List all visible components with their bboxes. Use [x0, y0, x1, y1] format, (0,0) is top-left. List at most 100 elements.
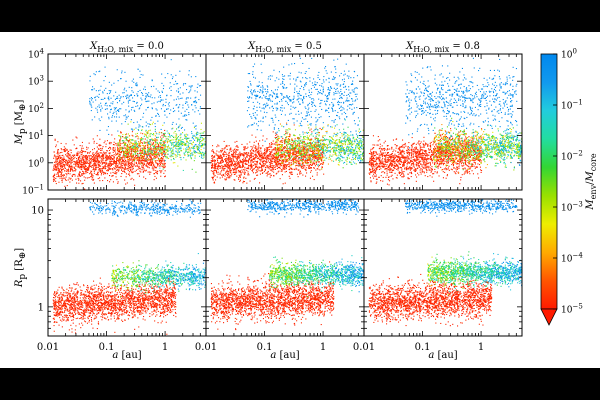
data-point [192, 135, 194, 137]
data-point [127, 163, 129, 165]
data-point [276, 158, 278, 160]
data-point [302, 174, 304, 176]
data-point [115, 166, 117, 168]
data-point [301, 165, 303, 167]
data-point [282, 161, 284, 163]
data-point [152, 145, 154, 147]
data-point [248, 164, 250, 166]
data-point [259, 155, 261, 157]
data-point [244, 170, 246, 172]
data-point [224, 164, 226, 166]
data-point [238, 178, 240, 180]
data-point [146, 156, 148, 158]
data-point [284, 156, 286, 158]
data-point [144, 149, 146, 151]
data-point [159, 170, 161, 172]
data-point [77, 159, 79, 161]
data-point [172, 150, 174, 152]
data-point [312, 150, 314, 152]
data-point [60, 162, 62, 164]
data-point [133, 109, 135, 111]
data-point [161, 149, 163, 151]
data-point [67, 159, 69, 161]
data-point [85, 165, 87, 167]
data-point [248, 162, 250, 164]
data-point [146, 155, 148, 157]
data-point [133, 157, 135, 159]
data-point [279, 162, 281, 164]
data-point [193, 134, 195, 136]
data-point [278, 144, 280, 146]
data-point [164, 141, 166, 143]
data-point [70, 149, 72, 151]
data-point [214, 166, 216, 168]
data-point [188, 106, 190, 108]
data-point [248, 174, 250, 176]
data-point [240, 153, 242, 155]
data-point [317, 156, 319, 158]
data-point [155, 154, 157, 156]
data-point [231, 173, 233, 175]
data-point [58, 181, 60, 183]
data-point [104, 160, 106, 162]
data-point [235, 163, 237, 165]
data-point [123, 171, 125, 173]
data-point [162, 153, 164, 155]
data-point [128, 147, 130, 149]
data-point [63, 165, 65, 167]
data-point [227, 171, 229, 173]
data-point [169, 82, 171, 84]
data-point [123, 161, 125, 163]
data-point [283, 148, 285, 150]
data-point [330, 150, 332, 152]
data-point [299, 164, 301, 166]
data-point [98, 93, 100, 95]
data-point [266, 148, 268, 150]
data-point [247, 154, 249, 156]
data-point [150, 124, 152, 126]
data-point [124, 155, 126, 157]
data-point [188, 151, 190, 153]
data-point [53, 169, 55, 171]
data-point [119, 153, 121, 155]
data-point [93, 88, 95, 90]
data-point [309, 146, 311, 148]
data-point [320, 163, 322, 165]
data-point [252, 170, 254, 172]
data-point [120, 150, 122, 152]
data-point [82, 173, 84, 175]
data-point [297, 148, 299, 150]
data-point [314, 149, 316, 151]
data-point [150, 162, 152, 164]
data-point [245, 152, 247, 154]
data-point [79, 166, 81, 168]
data-point [163, 142, 165, 144]
data-point [153, 164, 155, 166]
data-point [126, 168, 128, 170]
data-point [266, 175, 268, 177]
data-point [194, 125, 196, 127]
data-point [262, 158, 264, 160]
data-point [147, 106, 149, 108]
data-point [155, 108, 157, 110]
data-point [66, 170, 68, 172]
data-point [203, 153, 205, 155]
data-point [150, 160, 152, 162]
data-point [343, 149, 345, 151]
data-point [157, 146, 159, 148]
data-point [117, 166, 119, 168]
data-point [178, 98, 180, 100]
data-point [264, 153, 266, 155]
data-point [60, 165, 62, 167]
data-point [151, 80, 153, 82]
data-point [90, 172, 92, 174]
data-point [178, 130, 180, 132]
data-point [128, 105, 130, 107]
data-point [130, 170, 132, 172]
data-point [130, 145, 132, 147]
data-point [214, 165, 216, 167]
data-point [253, 144, 255, 146]
data-point [167, 108, 169, 110]
data-point [147, 154, 149, 156]
data-point [144, 153, 146, 155]
